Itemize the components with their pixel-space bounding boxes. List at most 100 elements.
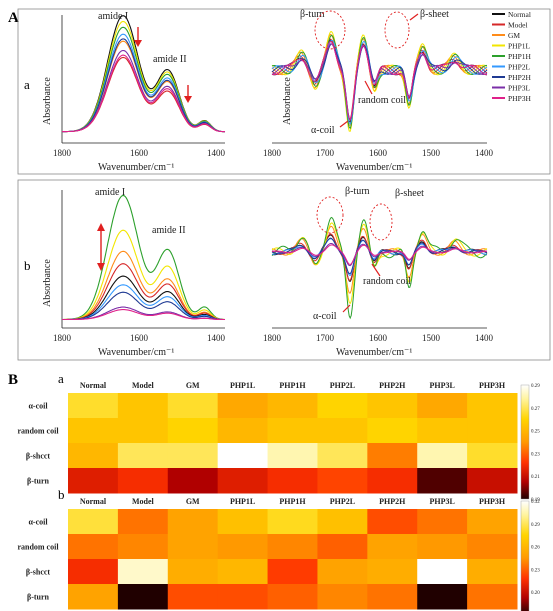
legend-label-php3h: PHP3H [508, 94, 532, 103]
a-right-xlabel: Wavenumber/cm⁻¹ [336, 162, 412, 173]
heatmap-a-cell [267, 468, 318, 494]
heatmap-b-cell [317, 584, 368, 610]
heatmap-a-cell [467, 418, 518, 444]
a-right-anno-alpha-coil: α-coil [311, 125, 335, 136]
b-right-tick-1500: 1500 [422, 333, 441, 343]
spectrum-php1l [62, 229, 225, 321]
heatmap-b-row-2: β-shcct [26, 568, 51, 577]
heatmap-b-col-php3l: PHP3L [429, 497, 454, 506]
b-left-tick-1600: 1600 [130, 333, 149, 343]
a-left-tick-1600: 1600 [130, 148, 149, 158]
heatmap-b-col-php3h: PHP3H [479, 497, 506, 506]
spectrum-php3l [62, 49, 225, 133]
heatmap-a-cell [417, 418, 468, 444]
heatmap-b-col-gm: GM [186, 497, 200, 506]
heatmap-b-row-1: random coil [17, 543, 59, 552]
heatmap-b-cell [367, 509, 418, 535]
heatmap-b-cell [68, 559, 119, 585]
heatmap-b-col-php2l: PHP2L [330, 497, 355, 506]
b-right-arrow-alpha-coil [342, 304, 351, 313]
heatmap-a-cbtick: 0.27 [531, 407, 540, 412]
a-right-anno-beta-turn: β-turn [300, 9, 325, 20]
legend-label-normal: Normal [508, 10, 531, 19]
heatmap-a-col-php1h: PHP1H [279, 381, 306, 390]
spectra-b-left [62, 194, 226, 321]
heatmap-b-cell [117, 534, 169, 560]
a-left-xlabel: Wavenumber/cm⁻¹ [98, 162, 174, 173]
heatmap-b-col-normal: Normal [80, 497, 107, 506]
heatmap-a-cell [467, 443, 518, 469]
heatmap-a-cell [367, 418, 418, 444]
heatmap-a-cell [317, 418, 368, 444]
heatmap-a-cell [317, 393, 368, 419]
a-right-tick-1800: 1800 [263, 148, 282, 158]
heatmap-b-colorbar [520, 500, 530, 611]
heatmap-b-cell [467, 584, 518, 610]
panel-A-b-label: b [24, 258, 31, 273]
spectrum-gm [62, 250, 225, 321]
heatmap-b-cell [167, 534, 219, 560]
heatmap-b-cell [217, 509, 269, 535]
heatmap-a-row-1: random coil [17, 427, 59, 436]
heatmap-b-cell [317, 534, 368, 560]
spectrum-php3h [62, 54, 226, 133]
a-left-tick-1400: 1400 [207, 148, 226, 158]
heatmap-b-cell [167, 584, 219, 610]
heatmap-b-cell [68, 534, 119, 560]
heatmap-a-cbtick: 0.25 [531, 430, 540, 435]
heatmap-b-cbtick: 0.23 [531, 568, 540, 573]
b-right-tick-1400: 1400 [475, 333, 494, 343]
deriv-php1h [271, 216, 488, 320]
b-left-double-arrow [97, 223, 105, 271]
heatmap-a-col-php3l: PHP3L [429, 381, 454, 390]
heatmap-a-cbtick: 0.29 [531, 384, 540, 389]
a-right-anno-random-coil: random coil [358, 95, 406, 106]
heatmap-a-cell [417, 468, 468, 494]
a-right-anno-beta-sheet: β-sheet [420, 9, 449, 20]
heatmap-a: a Normal Model GM PHP1L PHP1H PHP2L PHP2H PHP3L P… [17, 371, 540, 503]
heatmap-a-cell [68, 443, 119, 469]
heatmap-b-cell [367, 534, 418, 560]
legend-label-php3l: PHP3L [508, 84, 531, 93]
heatmap-a-row-0: α-coil [28, 402, 48, 411]
heatmap-b-cell [467, 534, 518, 560]
heatmap-a-cell [417, 393, 468, 419]
b-left-xlabel: Wavenumber/cm⁻¹ [98, 347, 174, 358]
heatmap-b-cell [68, 584, 119, 610]
heatmap-b-row-3: β-turn [27, 593, 50, 602]
heatmap-a-cell [167, 443, 219, 469]
heatmap-b-cell [317, 509, 368, 535]
b-right-circle-beta-turn [316, 196, 344, 234]
heatmap-b-cell [317, 559, 368, 585]
b-right-tick-1700: 1700 [316, 333, 335, 343]
heatmap-b-cell [417, 534, 468, 560]
a-left-arrow-1 [134, 27, 142, 47]
legend-label-php2l: PHP2L [508, 63, 531, 72]
heatmap-b-cell [217, 559, 269, 585]
heatmap-a-cbtick: 0.19 [531, 498, 540, 503]
heatmap-b-col-model: Model [132, 497, 155, 506]
heatmap-a-col-php2l: PHP2L [330, 381, 355, 390]
spectrum-normal [62, 15, 225, 133]
b-right-anno-beta-turn: β-turn [345, 186, 370, 197]
heatmap-a-cell [417, 443, 468, 469]
heatmap-b-cell [267, 584, 318, 610]
heatmap-a-cell [117, 418, 169, 444]
a-right-tick-1700: 1700 [316, 148, 335, 158]
panel-A-label: A [8, 10, 19, 26]
heatmap-b-cbtick: 0.32 [531, 500, 540, 505]
b-right-anno-beta-sheet: β-sheet [395, 188, 424, 199]
heatmap-b-cell [367, 584, 418, 610]
heatmap-a-cell [467, 393, 518, 419]
a-right-tick-1600: 1600 [369, 148, 388, 158]
heatmap-a-cell [167, 418, 219, 444]
spectra-a-left [62, 15, 226, 133]
heatmap-b-cell [167, 559, 219, 585]
heatmap-b-cell [267, 509, 318, 535]
heatmap-b-cell [117, 509, 169, 535]
spectrum-normal [62, 275, 225, 321]
spectra-b-right [271, 216, 488, 320]
heatmap-a-cell [217, 443, 269, 469]
heatmap-a-cell [217, 468, 269, 494]
heatmap-a-cell [68, 418, 119, 444]
